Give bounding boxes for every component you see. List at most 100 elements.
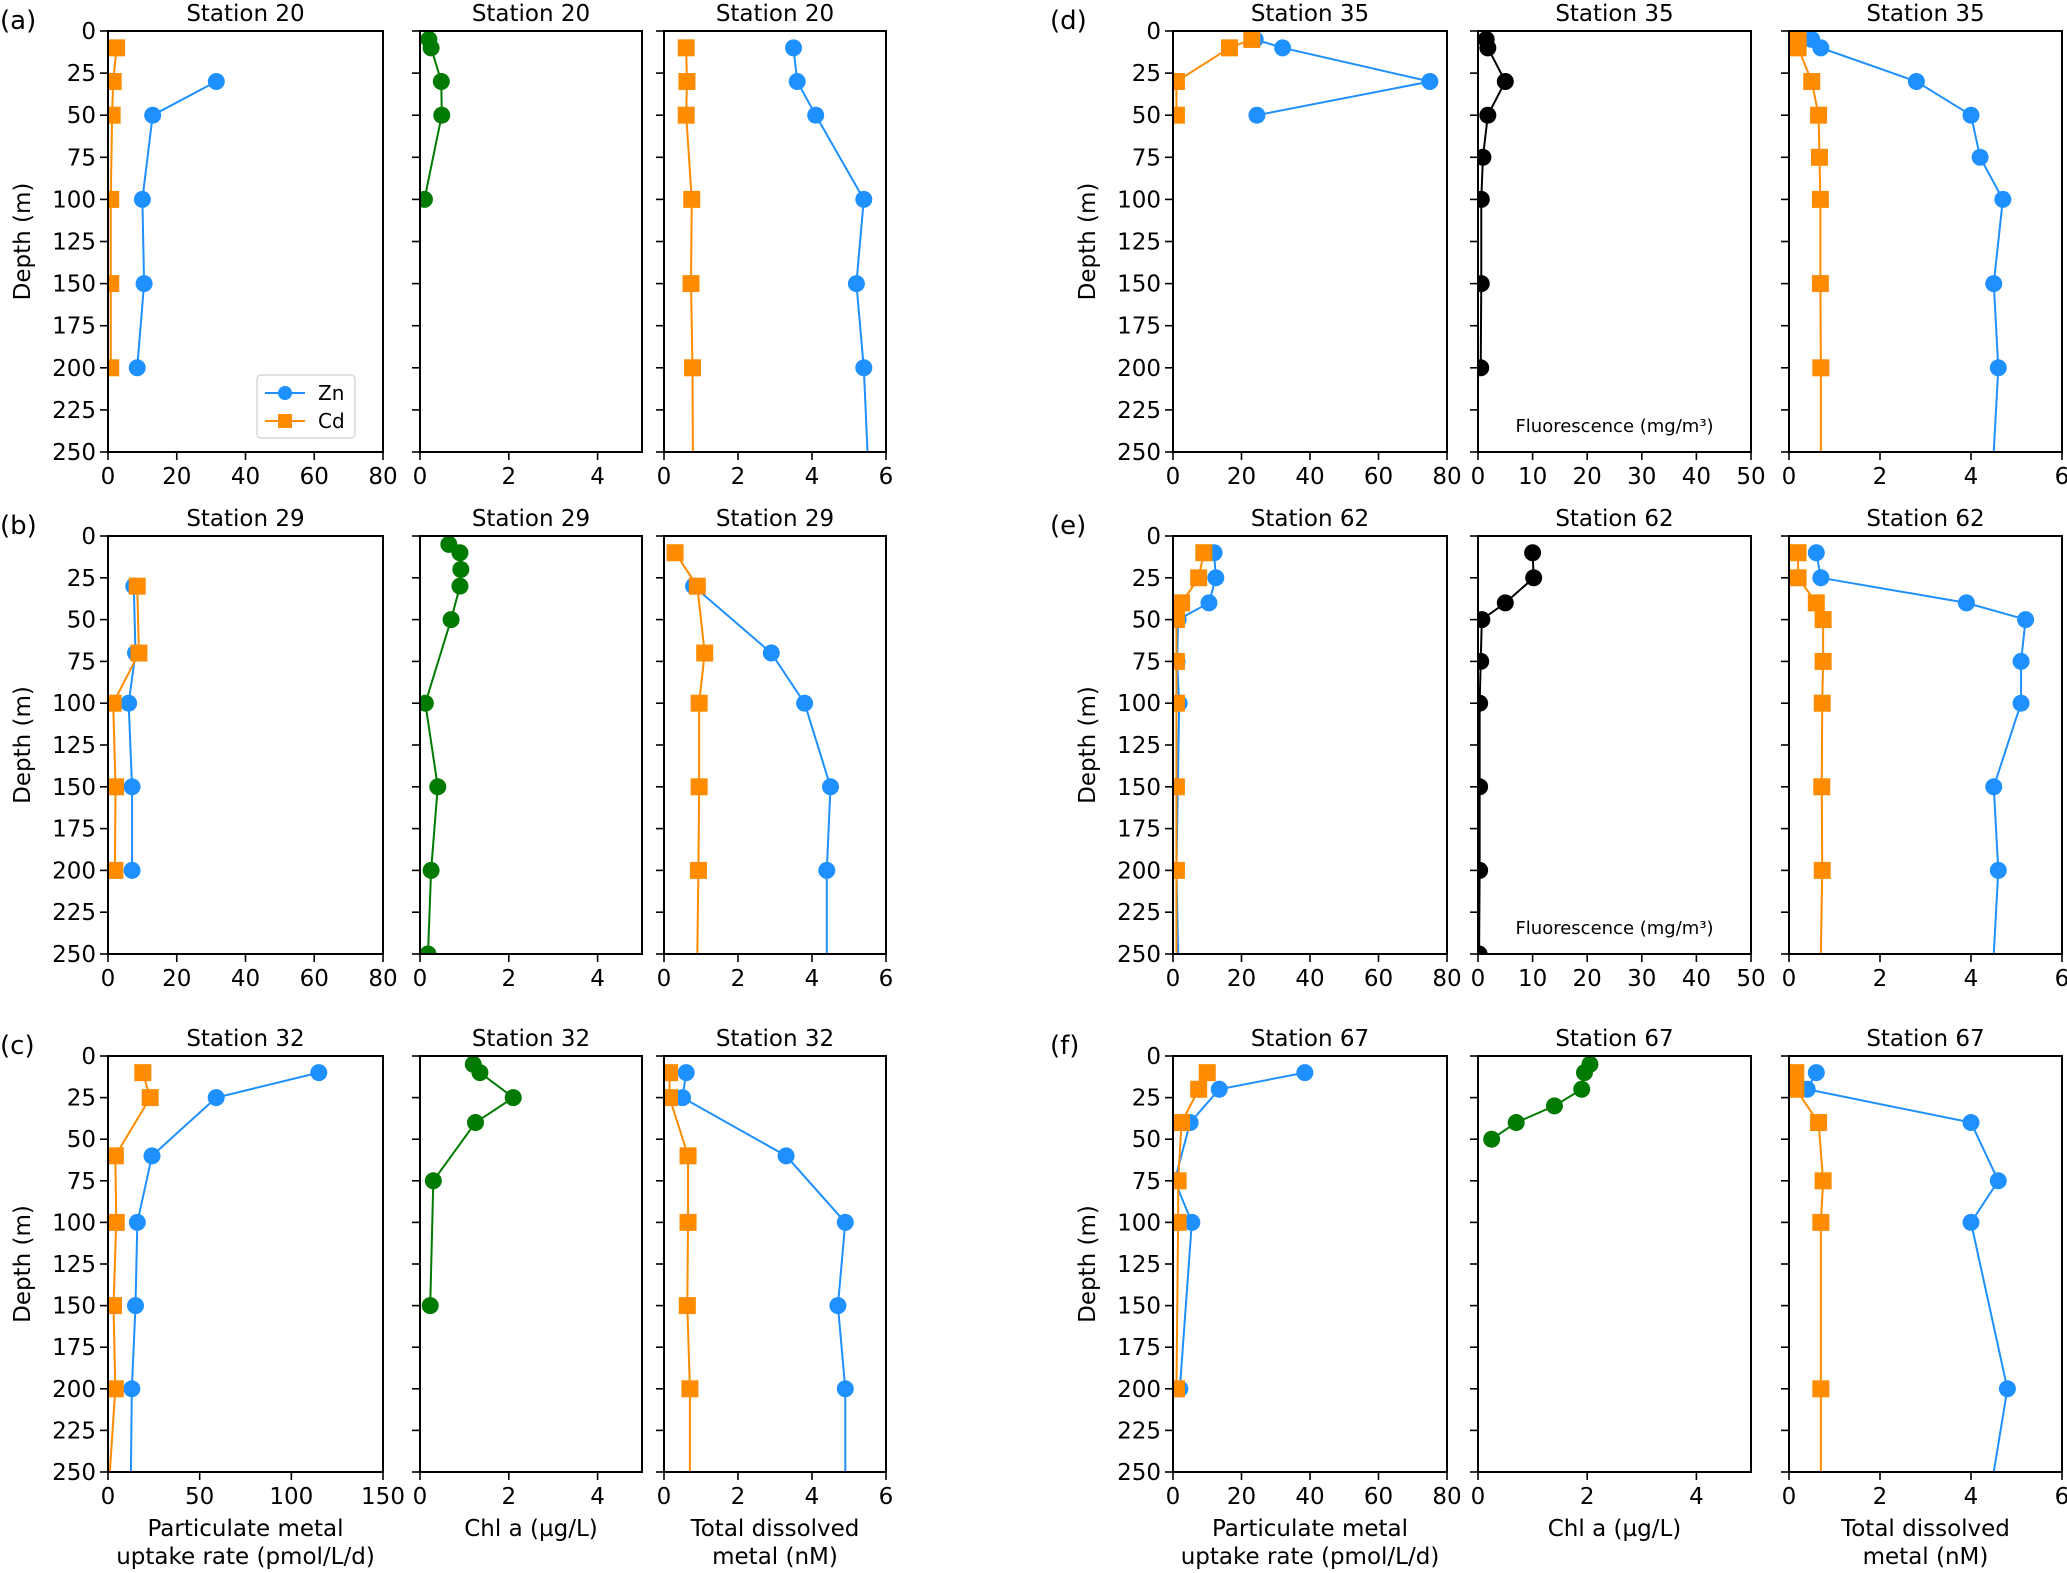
data-point-chl-a <box>420 190 433 208</box>
data-point-zn <box>120 694 138 712</box>
y-tick-label: 200 <box>52 1377 96 1403</box>
data-point-cd <box>1813 694 1831 712</box>
x-tick-label: 0 <box>657 966 672 992</box>
axes-frame <box>1788 30 2063 453</box>
axes-frame <box>663 1055 887 1473</box>
data-point-chl-a <box>420 694 434 712</box>
data-point-cd <box>1173 1114 1191 1132</box>
x-tick-label: 20 <box>1227 966 1256 992</box>
x-tick-label: 6 <box>879 966 894 992</box>
data-point-cd <box>683 359 701 377</box>
x-tick-label: 4 <box>1689 1484 1704 1510</box>
x-tick-label: 0 <box>1166 966 1181 992</box>
data-point-cd <box>664 1089 679 1107</box>
y-tick-label: 225 <box>1117 900 1161 926</box>
data-point-zn <box>1989 861 2007 879</box>
subplot-title: Station 67 <box>1866 1026 1984 1052</box>
axes-a-dissolved: Station 20 0 2 4 6 <box>656 1 893 490</box>
series-group <box>1789 1064 2016 1472</box>
series-group <box>1789 544 2035 954</box>
subplot-title: Station 32 <box>186 1026 304 1052</box>
series-group <box>1173 30 1439 124</box>
x-tick-label: 50 <box>1736 966 1765 992</box>
data-point-zn <box>127 1297 144 1315</box>
subplot-title: Station 20 <box>716 1 834 27</box>
y-tick-label: 75 <box>67 649 96 675</box>
y-tick-label: 0 <box>1146 524 1161 550</box>
y-tick-label: 125 <box>1117 733 1161 759</box>
data-point-zn <box>1962 1213 1980 1231</box>
subplot-title: Station 35 <box>1866 1 1984 27</box>
y-tick-label: 200 <box>52 858 96 884</box>
panel-label: (d) <box>1050 6 1087 36</box>
y-tick-label: 100 <box>1117 187 1161 213</box>
x-tick-label: 0 <box>101 966 116 992</box>
x-tick-label: 4 <box>1964 464 1979 490</box>
subplot-title: Station 20 <box>472 1 590 27</box>
y-axis-label: Depth (m) <box>10 1205 36 1323</box>
data-point-cd <box>128 577 146 595</box>
x-axis-label: Total dissolved <box>1840 1516 2010 1542</box>
data-point-fluorescence <box>1478 652 1490 670</box>
data-point-cd <box>108 1380 124 1398</box>
series-line-zn <box>1805 1072 2009 1472</box>
panel-group-a: (a) Station 20025507510012515017520022525… <box>0 1 893 490</box>
subplot-title: Station 62 <box>1251 506 1369 532</box>
series-line-zn <box>1254 38 1431 117</box>
y-tick-label: 100 <box>52 691 96 717</box>
data-point-zn <box>1274 39 1292 57</box>
axes-e-dissolved: Station 62 0 2 4 6 <box>1781 506 2067 992</box>
x-tick-label: 0 <box>413 966 428 992</box>
panel-label: (f) <box>1050 1031 1079 1061</box>
data-point-cd <box>678 1297 696 1315</box>
data-point-cd <box>1814 611 1832 629</box>
x-axis-label: metal (nM) <box>1863 1544 1989 1570</box>
data-point-cd <box>1789 1064 1805 1082</box>
data-point-cd <box>677 39 695 57</box>
data-point-zn <box>1200 594 1218 612</box>
x-tick-label: 0 <box>1471 1484 1486 1510</box>
data-point-zn <box>855 359 873 377</box>
axes-frame <box>1477 535 1752 955</box>
data-point-cd <box>1810 1114 1828 1132</box>
data-point-cd <box>108 1297 122 1315</box>
data-point-chl-a <box>422 861 440 879</box>
data-point-zn <box>855 190 873 208</box>
data-point-cd <box>1173 861 1185 879</box>
data-point-zn <box>836 1380 854 1398</box>
fluorescence-annotation: Fluorescence (mg/m³) <box>1515 416 1713 437</box>
y-tick-label: 75 <box>1132 145 1161 171</box>
x-tick-label: 100 <box>269 1484 313 1510</box>
data-point-cd <box>681 1380 699 1398</box>
data-point-chl-a <box>442 611 460 629</box>
data-point-zn <box>1421 73 1439 91</box>
data-point-cd <box>1173 611 1185 629</box>
series-group <box>1478 544 1543 954</box>
x-tick-label: 20 <box>1573 464 1602 490</box>
subplot-title: Station 67 <box>1251 1026 1369 1052</box>
x-axis-label: uptake rate (pmol/L/d) <box>116 1544 375 1570</box>
y-tick-label: 25 <box>67 1086 96 1112</box>
data-point-cd <box>1173 106 1185 124</box>
x-axis-label: Chl a (µg/L) <box>1548 1516 1682 1542</box>
y-tick-label: 100 <box>52 1210 96 1236</box>
series-group <box>108 577 148 879</box>
panel-group-b: (b) Station 29025507510012515017520022525… <box>0 506 893 992</box>
y-tick-label: 50 <box>67 103 96 129</box>
y-tick-label: 200 <box>1117 1377 1161 1403</box>
x-tick-label: 2 <box>731 1484 746 1510</box>
y-tick-label: 75 <box>1132 649 1161 675</box>
data-point-cd <box>1814 652 1832 670</box>
data-point-fluorescence <box>1478 275 1490 293</box>
data-point-cd <box>1190 569 1208 587</box>
x-tick-label: 4 <box>805 1484 820 1510</box>
data-point-cd <box>108 275 120 293</box>
x-tick-label: 2 <box>501 966 516 992</box>
panel-label: (c) <box>0 1031 35 1061</box>
x-tick-label: 0 <box>657 464 672 490</box>
x-tick-label: 4 <box>590 966 605 992</box>
legend-label: Cd <box>318 409 345 433</box>
data-point-chl-a <box>421 1297 439 1315</box>
